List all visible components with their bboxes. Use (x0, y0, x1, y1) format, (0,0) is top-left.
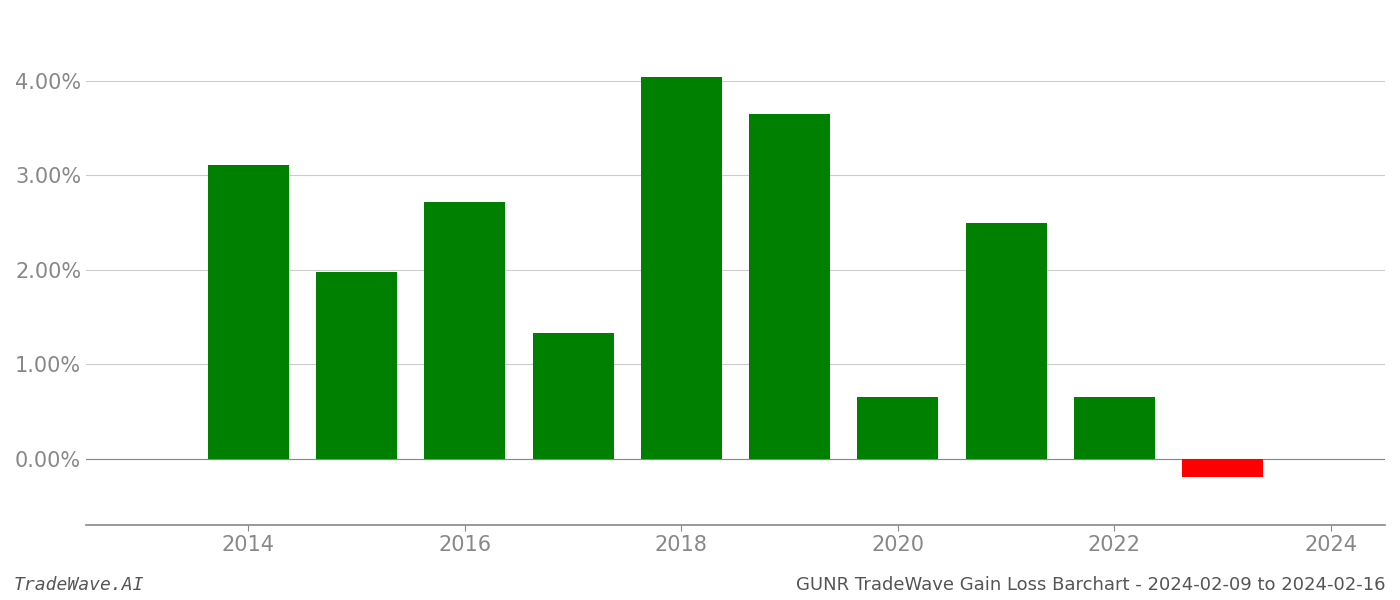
Bar (424, 202, 505, 458)
Bar (641, 77, 722, 458)
Bar (857, 397, 938, 458)
Text: GUNR TradeWave Gain Loss Barchart - 2024-02-09 to 2024-02-16: GUNR TradeWave Gain Loss Barchart - 2024… (797, 576, 1386, 594)
Bar (532, 333, 613, 458)
Text: TradeWave.AI: TradeWave.AI (14, 576, 144, 594)
Bar (316, 272, 398, 458)
Bar (207, 165, 288, 458)
Bar (966, 223, 1047, 458)
Bar (1182, 458, 1263, 478)
Bar (1074, 397, 1155, 458)
Bar (749, 114, 830, 458)
